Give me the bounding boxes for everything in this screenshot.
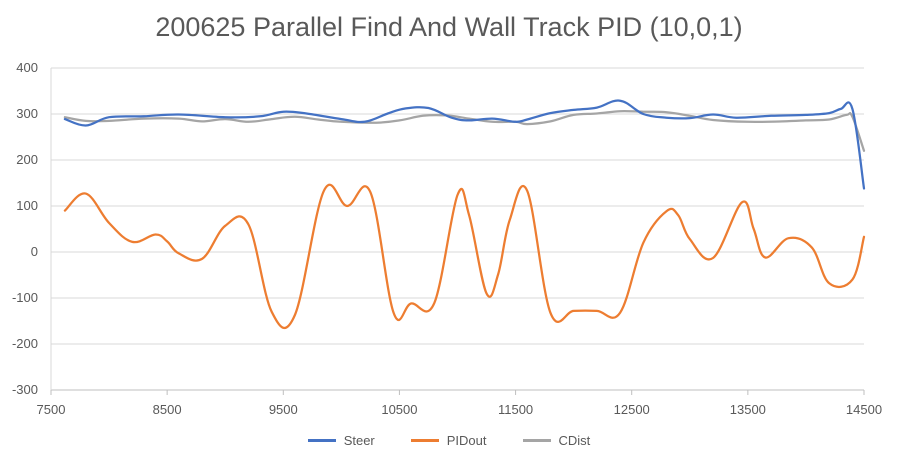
series-line-steer [63,99,866,190]
series-line-pidout [63,183,866,329]
y-tick-label: 300 [16,106,38,121]
y-tick-label: 400 [16,60,38,75]
x-tick-label: 7500 [37,402,66,417]
y-tick-label: -100 [12,290,38,305]
y-tick-label: 100 [16,198,38,213]
legend: Steer PIDout CDist [0,433,898,448]
x-tick-label: 11500 [498,402,533,417]
x-tick-label: 8500 [153,402,182,417]
legend-label: PIDout [446,433,487,448]
legend-label: Steer [343,433,375,448]
x-tick-label: 10500 [381,402,417,417]
y-tick-label: 200 [16,152,38,167]
series-line-cdist [63,109,866,152]
x-tick-label: 14500 [846,402,882,417]
chart-title: 200625 Parallel Find And Wall Track PID … [155,12,743,42]
legend-item-pidout: PIDout [410,433,487,448]
legend-swatch [410,439,439,442]
y-tick-label: -200 [12,336,38,351]
y-tick-label: 0 [31,244,38,259]
y-tick-label: -300 [12,382,38,397]
series-lines [63,99,866,329]
legend-item-cdist: CDist [522,433,591,448]
x-tick-label: 13500 [730,402,766,417]
legend-item-steer: Steer [307,433,375,448]
legend-label: CDist [558,433,591,448]
x-tick-label: 9500 [269,402,298,417]
x-tick-label: 12500 [614,402,650,417]
gridlines [51,67,864,391]
tick-labels: -300 -200 -100 0 100 200 300 400 7500 8500 9500 105… [12,60,882,417]
axes [50,68,865,395]
legend-swatch [307,439,336,442]
legend-swatch [522,439,551,442]
